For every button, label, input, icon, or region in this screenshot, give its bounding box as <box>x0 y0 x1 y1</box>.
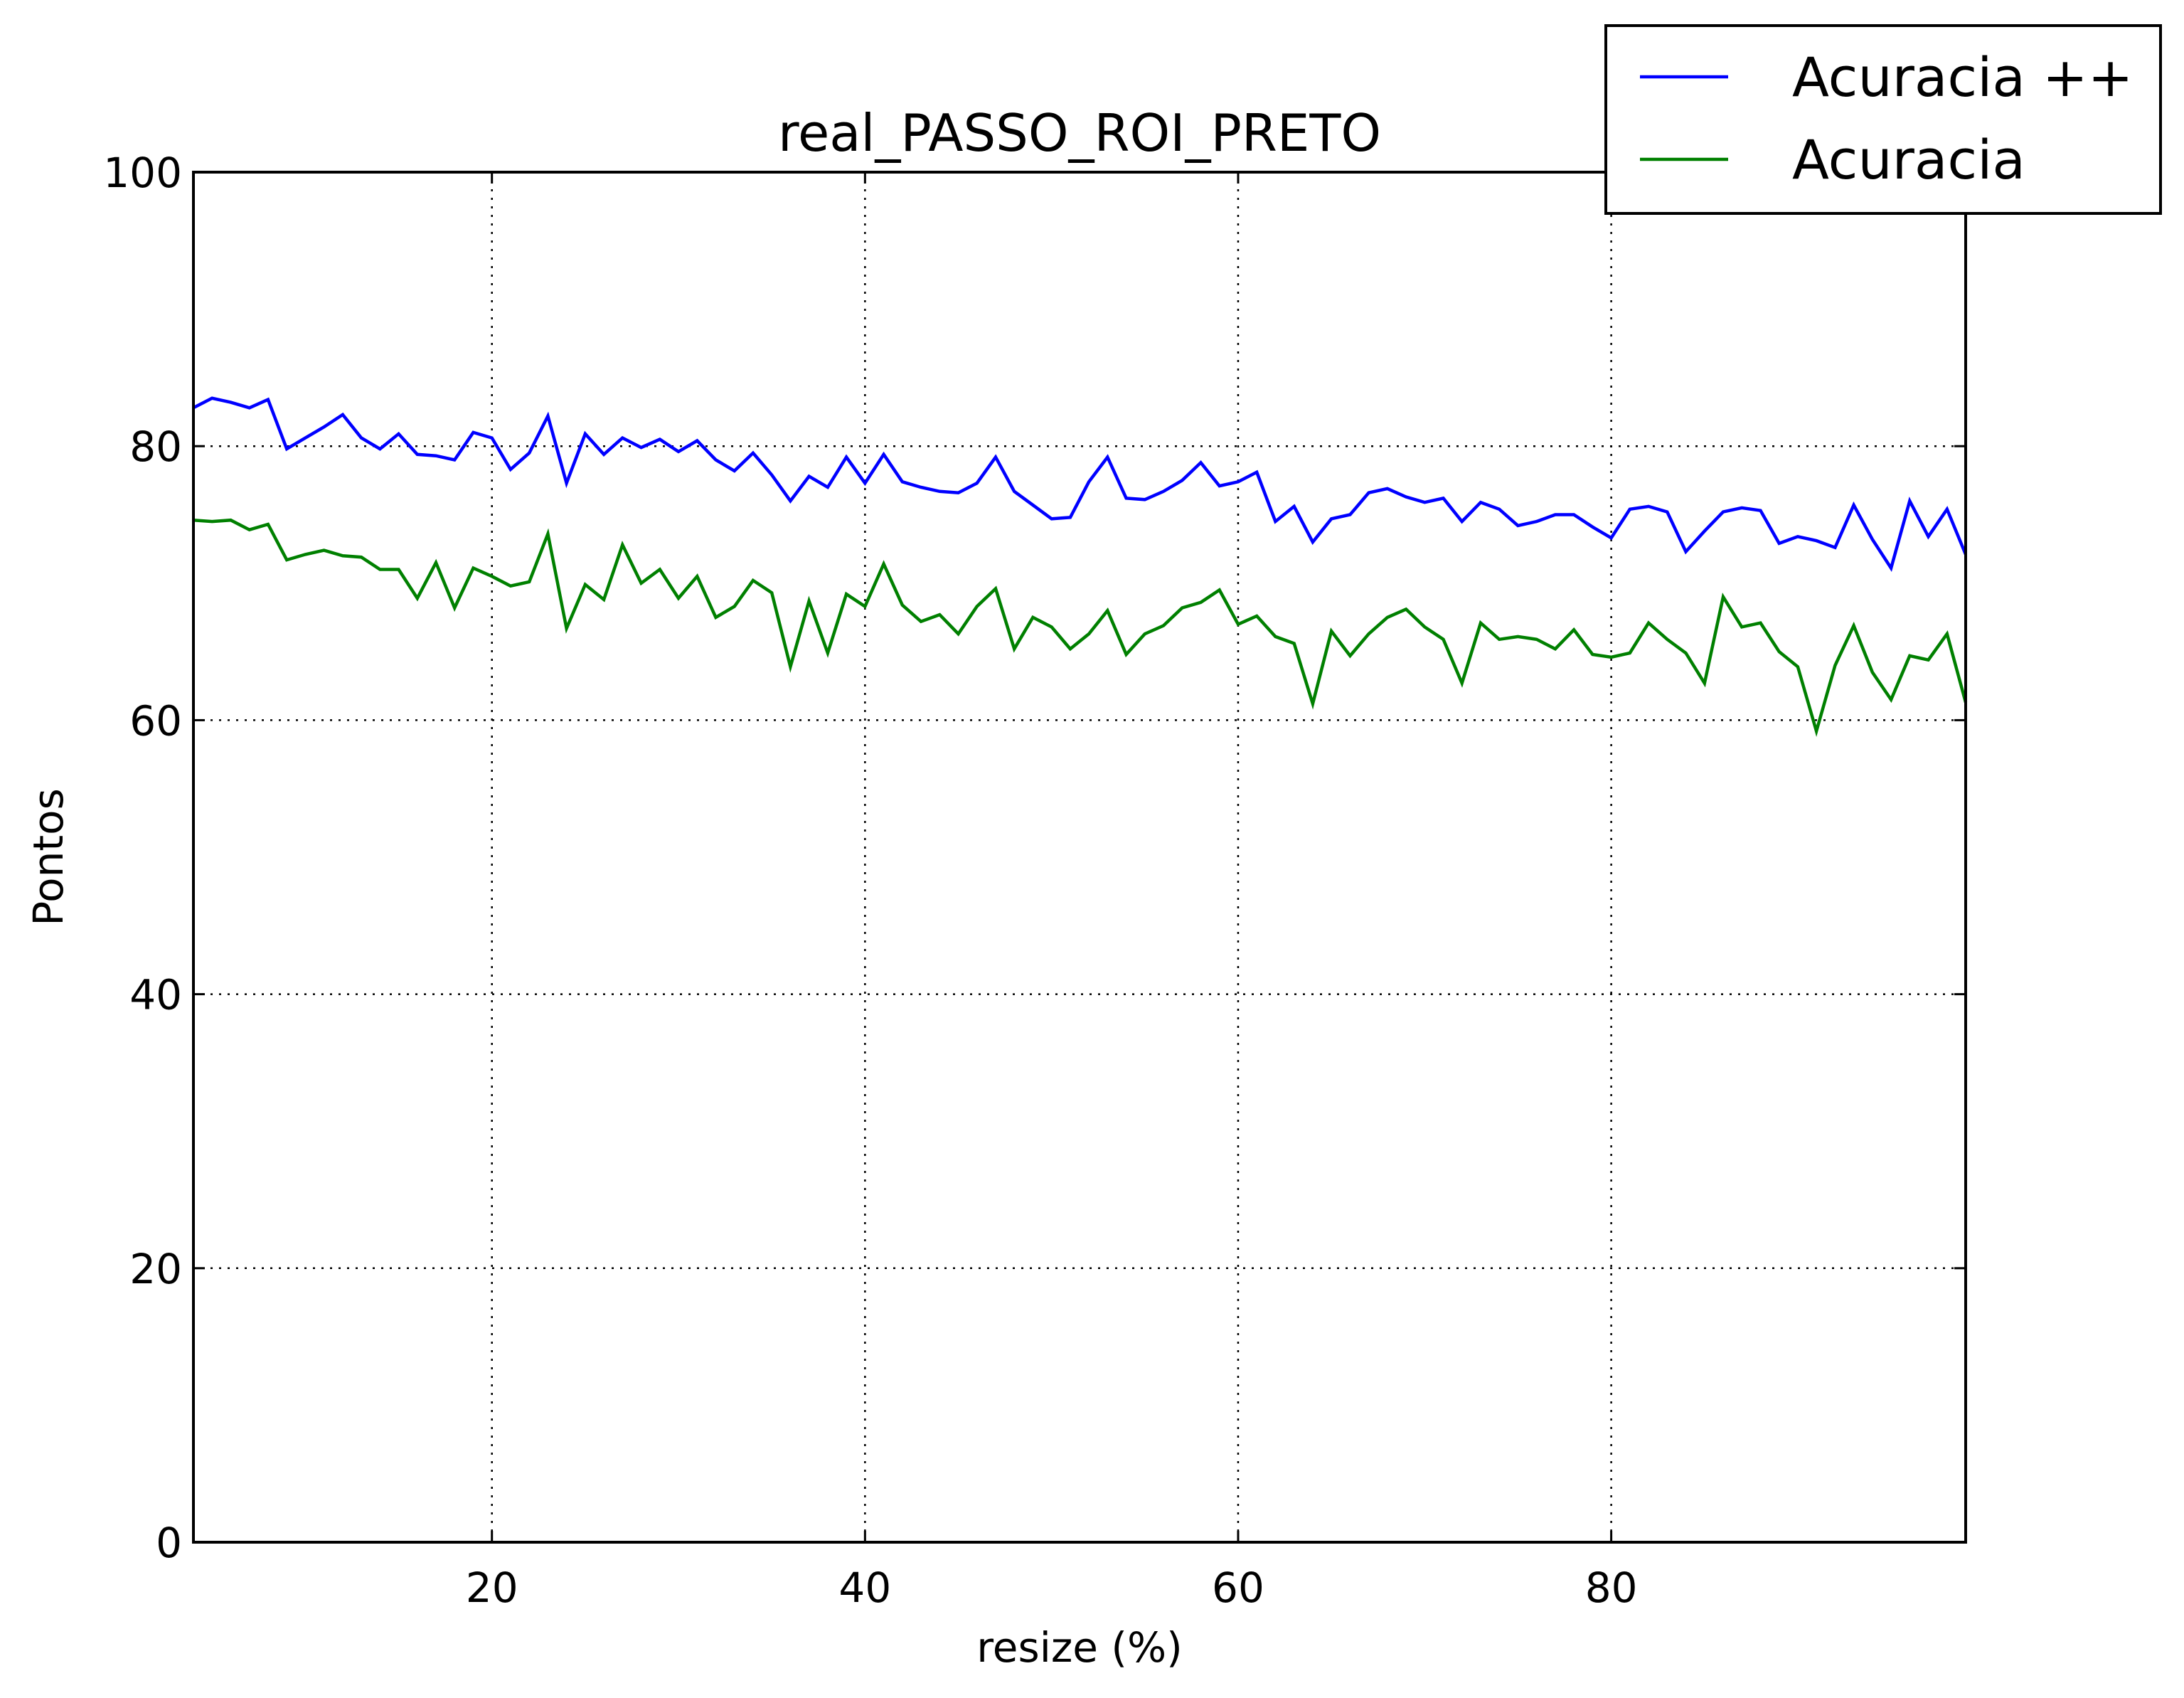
legend: Acuracia ++ Acuracia <box>1604 24 2162 215</box>
x-tick-label: 80 <box>1585 1564 1638 1612</box>
x-axis-label: resize (%) <box>976 1623 1183 1672</box>
y-tick-label: 80 <box>129 423 182 471</box>
legend-label: Acuracia ++ <box>1792 46 2133 109</box>
plot-frame <box>192 171 1967 1544</box>
x-tick-label: 20 <box>466 1564 518 1612</box>
chart-title: real_PASSO_ROI_PRETO <box>778 103 1381 163</box>
y-tick-label: 40 <box>129 971 182 1019</box>
y-axis-label: Pontos <box>24 788 73 926</box>
y-tick-label: 100 <box>103 149 182 197</box>
grid <box>193 172 1966 1542</box>
legend-label: Acuracia <box>1792 128 2025 191</box>
series-line-2 <box>193 518 1968 737</box>
y-tick-label: 0 <box>156 1519 182 1567</box>
y-tick-label: 20 <box>129 1245 182 1293</box>
x-tick-label: 40 <box>838 1564 891 1612</box>
series-lines <box>192 396 1968 737</box>
x-tick-label: 60 <box>1212 1564 1264 1612</box>
series-line-1 <box>192 396 1968 573</box>
y-tick-label: 60 <box>129 696 182 745</box>
legend-box <box>1604 24 2162 215</box>
